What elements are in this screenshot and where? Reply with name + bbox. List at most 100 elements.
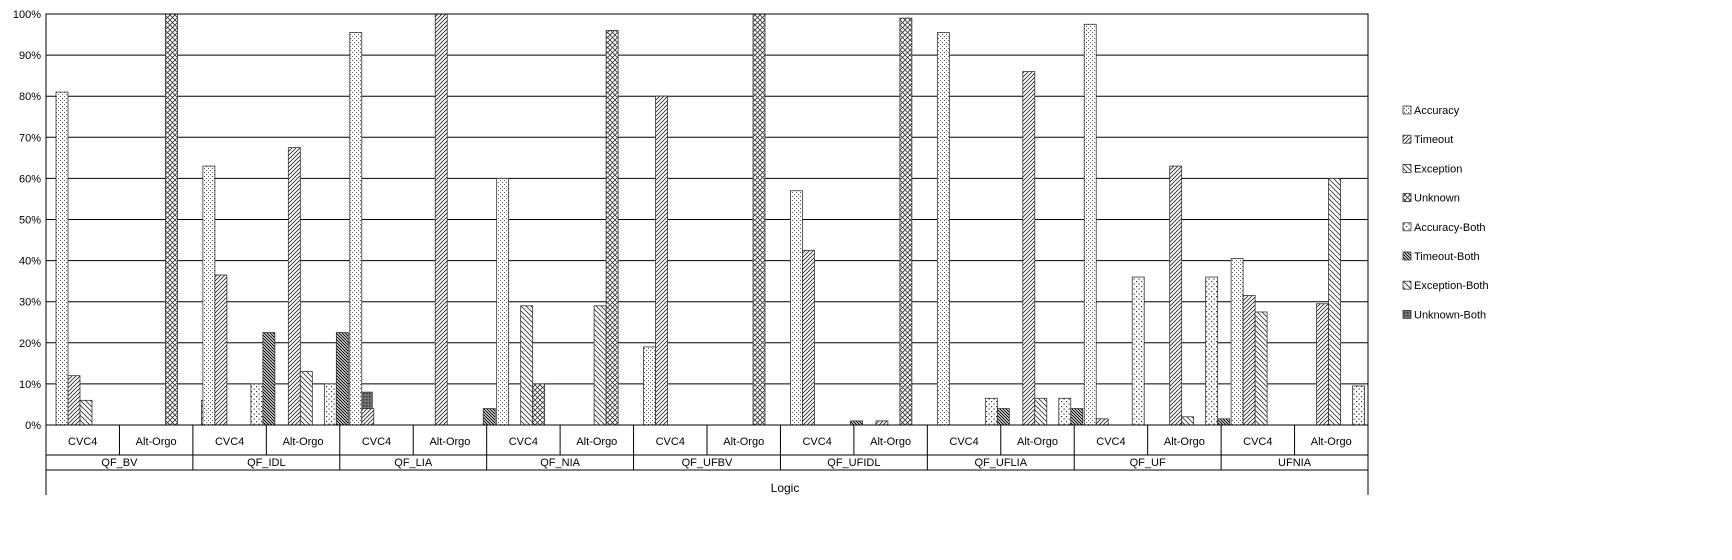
y-tick-label: 40% [19,256,41,268]
x-tick-label-logic: QF_BV [101,457,138,469]
y-tick-label: 100% [13,9,41,21]
y-tick-label: 60% [19,173,41,185]
bar-accuracy-ufnia-cvc4 [1230,258,1244,426]
y-tick-label: 10% [19,379,41,391]
bar-timeout-both-qf_uflia-cvc4 [996,408,1010,426]
y-tick-label: 50% [19,215,41,227]
legend-swatch [1402,251,1412,261]
bar-timeout-qf_bv-cvc4 [67,375,81,426]
bar-accuracy-qf_lia-cvc4 [349,32,363,426]
bar-unknown-qf_bv-alt-orgo [165,13,178,426]
bar-accuracy-both-qf_idl-alt-orgo [323,383,337,426]
bar-accuracy-both-qf_idl-cvc4 [250,383,264,426]
x-tick-label-logic: QF_IDL [247,457,286,469]
bar-accuracy-both-qf_uflia-cvc4 [984,397,998,426]
bar-accuracy-qf_uflia-cvc4 [936,32,950,426]
x-tick-label-logic: QF_LIA [394,457,433,469]
bar-exception-qf_nia-cvc4 [520,305,534,426]
y-tick-label: 20% [19,338,41,350]
legend-swatch [1402,134,1412,144]
bar-exception-ufnia-cvc4 [1254,311,1268,426]
bar-accuracy-both-ufnia-alt-orgo [1352,385,1365,426]
bar-timeout-both-qf_lia-alt-orgo [482,408,496,426]
legend-label: Accuracy-Both [1414,222,1486,234]
bar-timeout-qf_uf-cvc4 [1095,418,1109,426]
x-tick-label-solver: Alt-Orgo [1017,436,1058,448]
bar-timeout-qf_uflia-alt-orgo [1022,71,1036,426]
x-tick-label-logic: QF_UFIDL [827,457,880,469]
bar-timeout-qf_ufbv-cvc4 [655,95,668,426]
x-tick-label-logic: QF_UF [1130,457,1166,469]
legend-swatch [1402,163,1412,173]
bar-accuracy-both-qf_uflia-alt-orgo [1058,397,1072,426]
legend-swatch [1402,193,1412,203]
x-tick-label-solver: CVC4 [656,436,685,448]
legend-label: Accuracy [1414,105,1460,117]
y-tick-label: 80% [19,91,41,103]
x-tick-label-solver: CVC4 [802,436,831,448]
bar-accuracy-both-qf_uf-cvc4 [1131,276,1145,426]
legend-swatch [1402,280,1412,290]
bar-timeout-both-qf_ufidl-cvc4 [850,420,863,426]
legend-label: Timeout-Both [1414,251,1480,263]
x-tick-label-solver: CVC4 [215,436,244,448]
bar-timeout-qf_idl-alt-orgo [287,147,301,426]
x-tick-label-solver: CVC4 [1243,436,1272,448]
x-tick-label-logic: QF_UFBV [682,457,733,469]
y-tick-label: 0% [25,420,41,432]
x-tick-label-logic: QF_NIA [540,457,580,469]
bar-timeout-both-qf_idl-alt-orgo [335,332,349,426]
bar-unknown-qf_nia-cvc4 [532,383,546,426]
bar-timeout-qf_uf-alt-orgo [1169,165,1183,426]
x-tick-label-solver: Alt-Orgo [870,436,911,448]
bar-timeout-both-qf_uflia-alt-orgo [1070,408,1084,426]
legend-label: Exception [1414,163,1462,175]
x-tick-label-solver: Alt-Orgo [283,436,324,448]
bar-accuracy-qf_nia-cvc4 [496,177,510,426]
legend: Accuracy Timeout Exception Unknown Accuracy-… [1402,105,1489,321]
x-tick-label-solver: Alt-Orgo [429,436,470,448]
bar-accuracy-both-qf_uf-alt-orgo [1205,276,1219,426]
axis-layer: 0% 10% 20% 30% 40% 50% 60% 70% 80% 90% 100% CVC4 Alt… [13,9,1369,495]
bar-timeout-both-qf_uf-alt-orgo [1217,418,1231,426]
bar-accuracy-qf_ufbv-cvc4 [643,346,656,426]
legend-label: Unknown-Both [1414,309,1486,321]
bar-timeout-qf_lia-alt-orgo [434,13,448,426]
x-tick-label-solver: CVC4 [362,436,391,448]
x-tick-label-solver: Alt-Orgo [136,436,177,448]
x-tick-label-logic: UFNIA [1278,457,1312,469]
x-tick-label-solver: Alt-Orgo [576,436,617,448]
bar-exception-qf_uflia-alt-orgo [1034,397,1048,426]
bar-accuracy-qf_ufidl-cvc4 [790,190,803,426]
bar-timeout-qf_lia-cvc4 [361,408,375,426]
x-tick-label-solver: Alt-Orgo [723,436,764,448]
bar-timeout-qf_idl-cvc4 [214,274,228,426]
x-tick-label-solver: CVC4 [1096,436,1125,448]
x-axis-title: Logic [771,481,800,495]
y-tick-label: 90% [19,50,41,62]
bar-unknown-qf_ufbv-alt-orgo [752,13,766,426]
bar-exception-qf_bv-cvc4 [79,399,93,426]
y-tick-label: 30% [19,297,41,309]
bar-exception-qf_idl-alt-orgo [299,371,313,426]
bar-timeout-ufnia-cvc4 [1242,295,1256,426]
legend-swatch [1402,222,1412,232]
legend-label: Exception-Both [1414,280,1489,292]
bar-timeout-qf_ufidl-cvc4 [802,249,815,426]
bar-timeout-both-qf_idl-cvc4 [262,332,276,426]
x-tick-label-solver: Alt-Orgo [1164,436,1205,448]
y-tick-label: 70% [19,132,41,144]
bar-accuracy-qf_bv-cvc4 [55,91,69,426]
bar-timeout-qf_ufidl-alt-orgo [875,420,889,426]
x-tick-label-solver: CVC4 [949,436,978,448]
legend-swatch [1402,105,1412,115]
legend-swatch [1402,309,1412,319]
legend-label: Timeout [1414,134,1453,146]
bar-timeout-ufnia-alt-orgo [1316,303,1329,426]
bar-unknown-qf_nia-alt-orgo [605,30,619,426]
bar-accuracy-qf_uf-cvc4 [1083,23,1097,426]
x-tick-label-solver: CVC4 [68,436,97,448]
legend-label: Unknown [1414,193,1460,205]
